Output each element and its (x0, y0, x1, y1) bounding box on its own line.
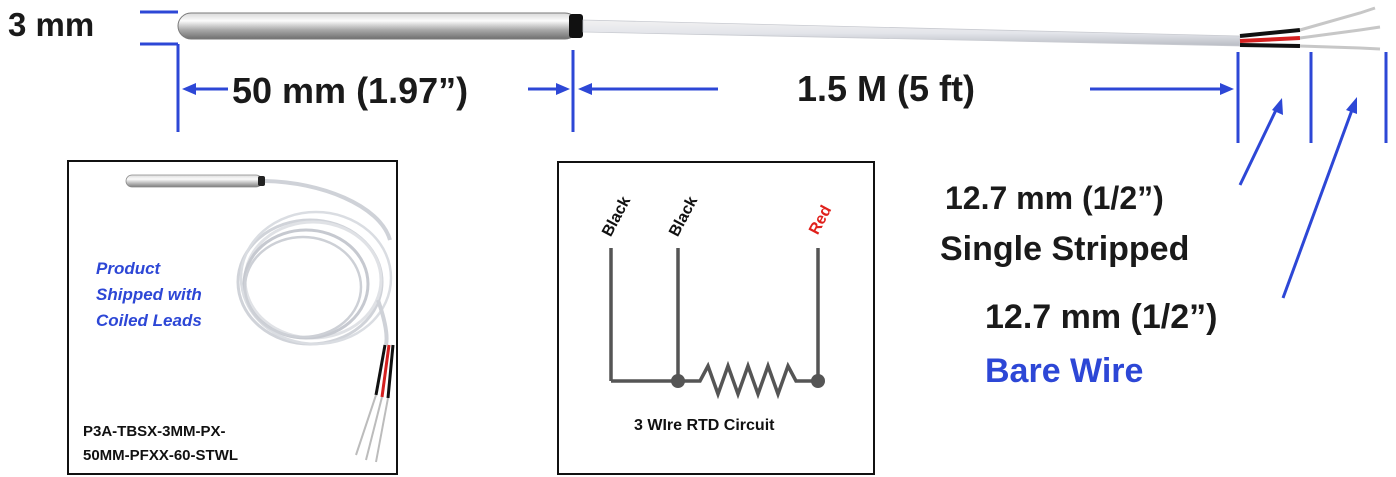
circuit-node-left (671, 374, 685, 388)
circuit-node-right (811, 374, 825, 388)
coiled-leads-note: Product Shipped with Coiled Leads (96, 259, 202, 330)
probe-length-label: 50 mm (1.97”) (232, 70, 469, 111)
dimension-lines (182, 50, 1388, 299)
diameter-label: 3 mm (8, 6, 95, 43)
cable-length-label: 1.5 M (5 ft) (797, 68, 976, 109)
diameter-marker (140, 10, 180, 132)
circuit-title: 3 WIre RTD Circuit (634, 417, 775, 434)
product-photo-box (67, 160, 398, 475)
single-stripped-size: 12.7 mm (1/2”) (945, 180, 1164, 216)
part-number-line1: P3A-TBSX-3MM-PX- (83, 423, 226, 440)
circuit-box (557, 161, 875, 475)
rtd-circuit (609, 248, 820, 400)
circuit-nodes (671, 374, 825, 388)
probe-sheath (177, 12, 583, 40)
part-number-line2: 50MM-PFXX-60-STWL (83, 447, 239, 464)
single-stripped-label: Single Stripped (940, 230, 1190, 268)
stripped-leads (1239, 6, 1381, 51)
coiled-product-image (125, 174, 395, 463)
lead-cable (582, 19, 1241, 47)
bare-wire-label: Bare Wire (985, 352, 1144, 390)
bare-wire-size: 12.7 mm (1/2”) (985, 298, 1218, 336)
